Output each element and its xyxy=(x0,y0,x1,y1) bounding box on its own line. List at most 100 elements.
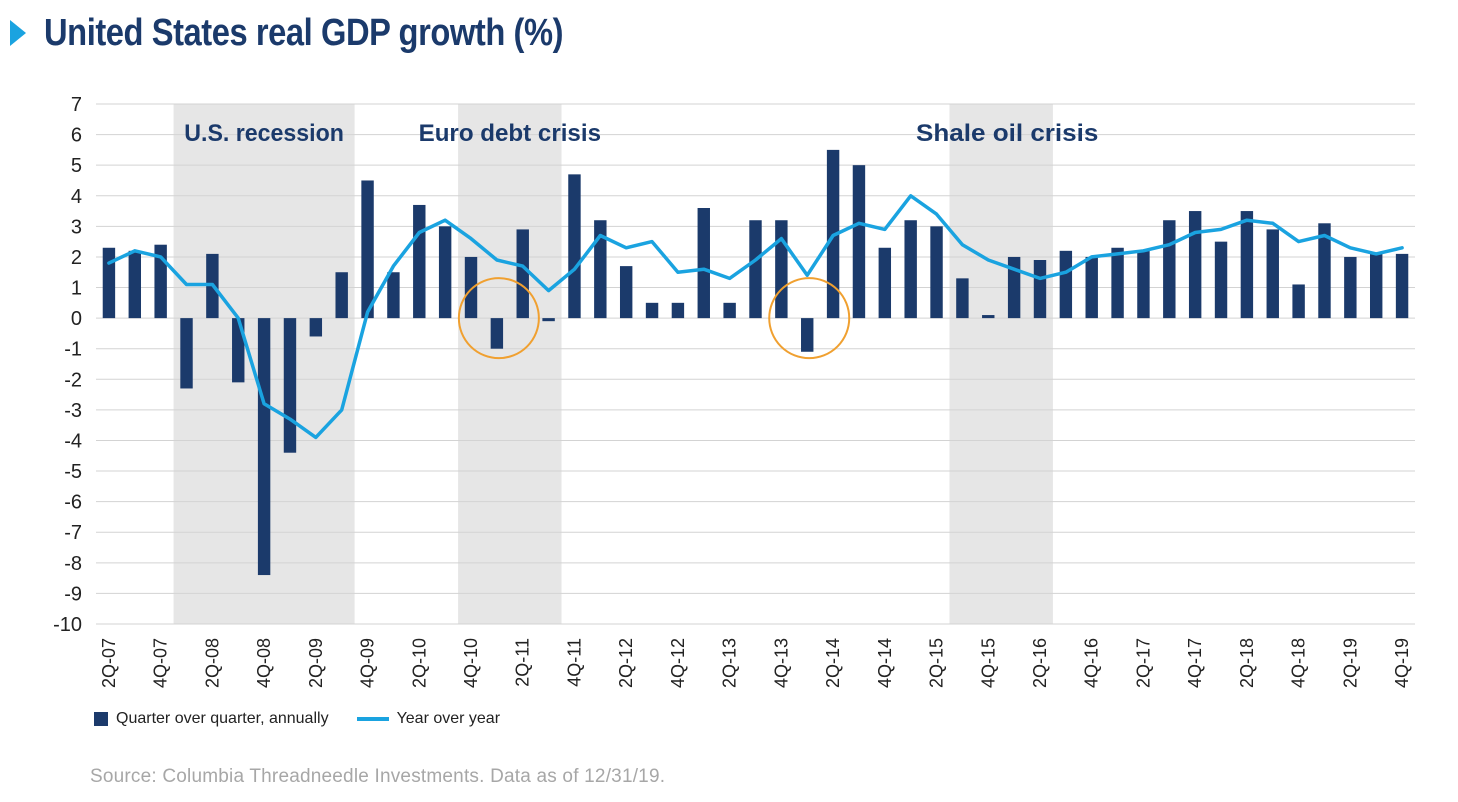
title-arrow-icon xyxy=(10,20,26,46)
bar-qoq xyxy=(464,256,478,319)
x-tick-label: 2Q-08 xyxy=(202,638,222,688)
line-yoy xyxy=(107,194,1404,440)
y-tick-label: 1 xyxy=(71,278,82,300)
bar-qoq xyxy=(645,302,659,319)
bar-qoq xyxy=(361,180,374,319)
y-tick-label: -1 xyxy=(64,339,82,361)
bar-qoq xyxy=(1292,284,1305,319)
x-tick-label: 2Q-07 xyxy=(99,638,119,688)
y-tick-label: -6 xyxy=(64,492,82,514)
x-tick-label: 4Q-09 xyxy=(358,638,378,688)
bar-qoq xyxy=(775,220,788,319)
bar-qoq xyxy=(1318,223,1331,319)
bar-qoq xyxy=(128,250,142,319)
bar-qoq xyxy=(619,266,633,319)
x-tick-label: 2Q-19 xyxy=(1340,638,1360,688)
bar-qoq xyxy=(1111,247,1124,319)
bar-qoq xyxy=(801,318,814,352)
x-tick-label: 4Q-19 xyxy=(1392,638,1412,688)
y-tick-label: -2 xyxy=(64,369,82,391)
bar-qoq xyxy=(257,318,271,576)
bar-qoq xyxy=(309,318,323,337)
bar-qoq xyxy=(1137,250,1150,319)
y-tick-label: -8 xyxy=(64,553,82,575)
bar-qoq xyxy=(568,174,581,319)
bar-qoq xyxy=(1214,241,1228,319)
bar-qoq xyxy=(1240,211,1254,319)
y-tick-label: -4 xyxy=(64,430,82,452)
bar-qoq xyxy=(1007,256,1021,319)
x-tick-label: 4Q-16 xyxy=(1082,638,1102,688)
y-tick-label: 0 xyxy=(71,308,82,330)
x-tick-label: 2Q-10 xyxy=(409,638,429,688)
shaded-period-1 xyxy=(458,104,562,624)
bar-qoq xyxy=(490,318,504,349)
y-tick-label: 7 xyxy=(71,94,82,116)
legend-bar-swatch xyxy=(94,712,108,726)
x-tick-label: 4Q-12 xyxy=(668,638,688,688)
bar-qoq xyxy=(878,247,892,319)
bar-qoq xyxy=(930,226,943,319)
y-tick-label: -7 xyxy=(64,522,82,544)
bar-qoq xyxy=(387,272,400,319)
y-tick-label: 5 xyxy=(71,155,82,177)
bar-qoq xyxy=(749,220,762,319)
bar-qoq xyxy=(180,318,193,389)
legend-line-label: Year over year xyxy=(396,710,501,727)
bar-qoq xyxy=(1188,211,1202,319)
bar-qoq xyxy=(956,278,969,319)
bar-qoq xyxy=(1369,253,1383,319)
x-tick-label: 4Q-11 xyxy=(564,638,584,687)
x-tick-label: 4Q-10 xyxy=(461,638,481,688)
y-tick-label: -9 xyxy=(64,583,82,605)
bar-qoq xyxy=(1163,220,1176,319)
x-tick-label: 4Q-17 xyxy=(1185,638,1205,688)
bar-qoq xyxy=(904,220,917,319)
bar-qoq xyxy=(697,208,710,319)
x-tick-label: 2Q-09 xyxy=(306,638,326,688)
chart-title: United States real GDP growth (%) xyxy=(44,11,564,54)
shaded-period-label: Shale oil crisis xyxy=(916,120,1098,147)
x-tick-label: 4Q-08 xyxy=(254,638,274,688)
bar-qoq xyxy=(154,244,167,319)
x-tick-label: 4Q-07 xyxy=(151,638,171,688)
bar-qoq xyxy=(516,229,529,319)
bar-qoq xyxy=(1033,260,1047,319)
x-tick-label: 4Q-15 xyxy=(978,638,998,688)
source-note: Source: Columbia Threadneedle Investment… xyxy=(90,766,666,787)
bar-qoq xyxy=(594,220,607,319)
shaded-period-2 xyxy=(949,104,1053,624)
x-tick-label: 2Q-11 xyxy=(513,638,533,687)
bar-qoq xyxy=(852,165,866,319)
bar-qoq xyxy=(542,318,555,322)
bar-qoq xyxy=(723,302,736,319)
x-tick-label: 2Q-16 xyxy=(1030,638,1050,688)
title-block: United States real GDP growth (%) xyxy=(10,8,648,58)
bar-qoq xyxy=(283,318,297,453)
x-tick-label: 2Q-13 xyxy=(720,638,740,688)
bar-qoq xyxy=(1344,256,1357,319)
x-tick-label: 2Q-18 xyxy=(1237,638,1257,688)
x-tick-label: 4Q-14 xyxy=(875,638,895,688)
y-tick-label: -10 xyxy=(53,614,82,636)
legend-bar-label: Quarter over quarter, annually xyxy=(116,710,329,727)
legend: Quarter over quarter, annually Year over… xyxy=(94,710,500,728)
y-tick-label: 4 xyxy=(71,186,82,208)
y-tick-label: 2 xyxy=(71,247,82,269)
bar-qoq xyxy=(1059,250,1073,319)
y-tick-label: -5 xyxy=(64,461,82,483)
bar-qoq xyxy=(413,204,426,319)
y-tick-label: -3 xyxy=(64,400,82,422)
x-tick-label: 2Q-12 xyxy=(616,638,636,688)
bar-qoq xyxy=(982,315,995,319)
bar-qoq xyxy=(335,272,348,319)
legend-line-swatch xyxy=(356,717,389,721)
x-tick-label: 2Q-17 xyxy=(1133,638,1153,688)
highlight-circle xyxy=(768,277,851,360)
y-tick-label: 6 xyxy=(71,125,82,147)
shaded-period-label: Euro debt crisis xyxy=(419,120,601,147)
x-tick-label: 2Q-15 xyxy=(927,638,947,688)
bar-qoq xyxy=(1395,253,1409,319)
bar-qoq xyxy=(1266,229,1279,319)
